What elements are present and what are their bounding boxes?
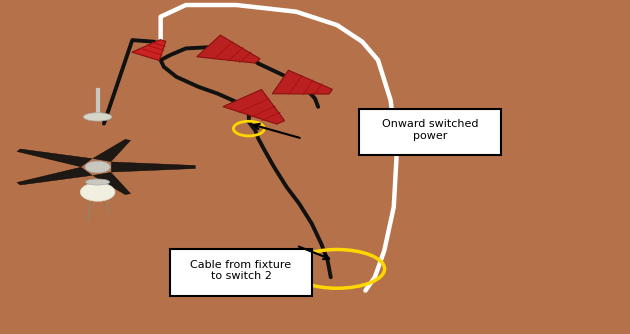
Polygon shape: [223, 90, 285, 124]
Text: Cable from fixture
to switch 2: Cable from fixture to switch 2: [190, 260, 292, 281]
Polygon shape: [93, 140, 130, 162]
Polygon shape: [112, 162, 195, 172]
Polygon shape: [93, 172, 130, 194]
Polygon shape: [197, 35, 260, 63]
Polygon shape: [17, 167, 92, 185]
FancyBboxPatch shape: [359, 109, 501, 155]
FancyBboxPatch shape: [170, 249, 312, 296]
Ellipse shape: [86, 179, 110, 185]
Ellipse shape: [85, 161, 110, 173]
Text: Onward switched
power: Onward switched power: [382, 120, 478, 141]
Polygon shape: [132, 40, 166, 60]
Polygon shape: [272, 70, 333, 94]
Polygon shape: [17, 149, 92, 167]
Ellipse shape: [83, 113, 112, 121]
Ellipse shape: [80, 183, 115, 201]
